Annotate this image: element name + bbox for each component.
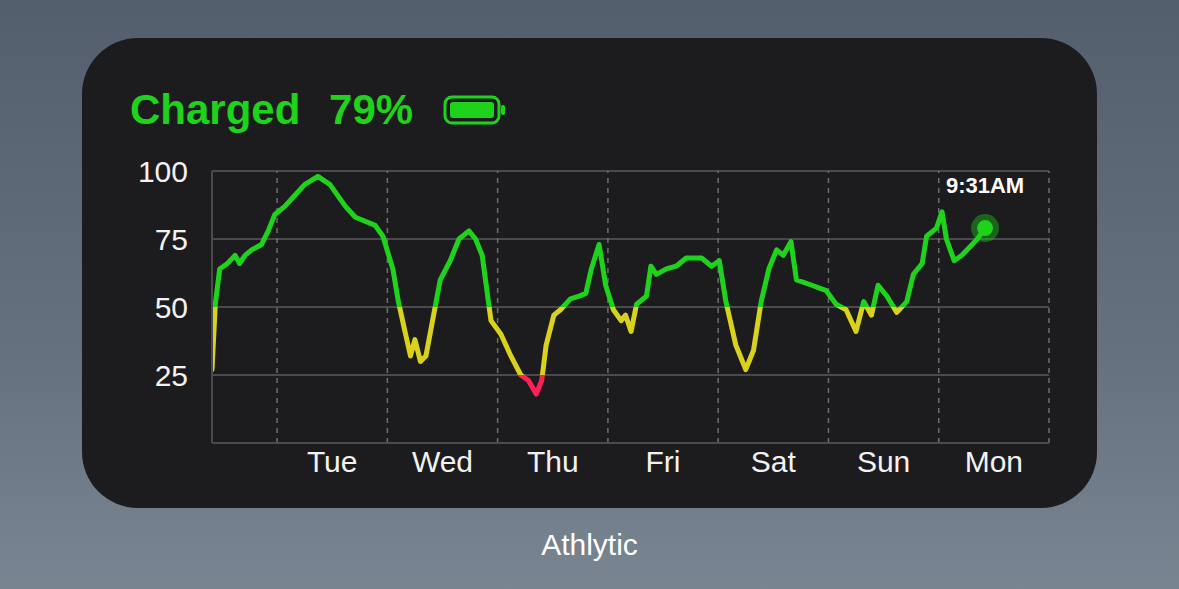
svg-text:Fri: Fri xyxy=(646,445,681,478)
svg-text:Thu: Thu xyxy=(527,445,579,478)
svg-text:25: 25 xyxy=(155,359,188,392)
svg-text:Wed: Wed xyxy=(412,445,473,478)
html-text:Athlytic: Athlytic xyxy=(541,528,638,561)
svg-text:Sat: Sat xyxy=(751,445,797,478)
svg-text:75: 75 xyxy=(155,223,188,256)
svg-text:Tue: Tue xyxy=(307,445,358,478)
svg-text:Mon: Mon xyxy=(965,445,1023,478)
svg-text:9:31AM: 9:31AM xyxy=(946,173,1024,198)
html-text:Charged 79%: Charged 79% xyxy=(130,86,414,133)
svg-text:100: 100 xyxy=(138,155,188,188)
svg-text:50: 50 xyxy=(155,291,188,324)
svg-text:Sun: Sun xyxy=(857,445,910,478)
